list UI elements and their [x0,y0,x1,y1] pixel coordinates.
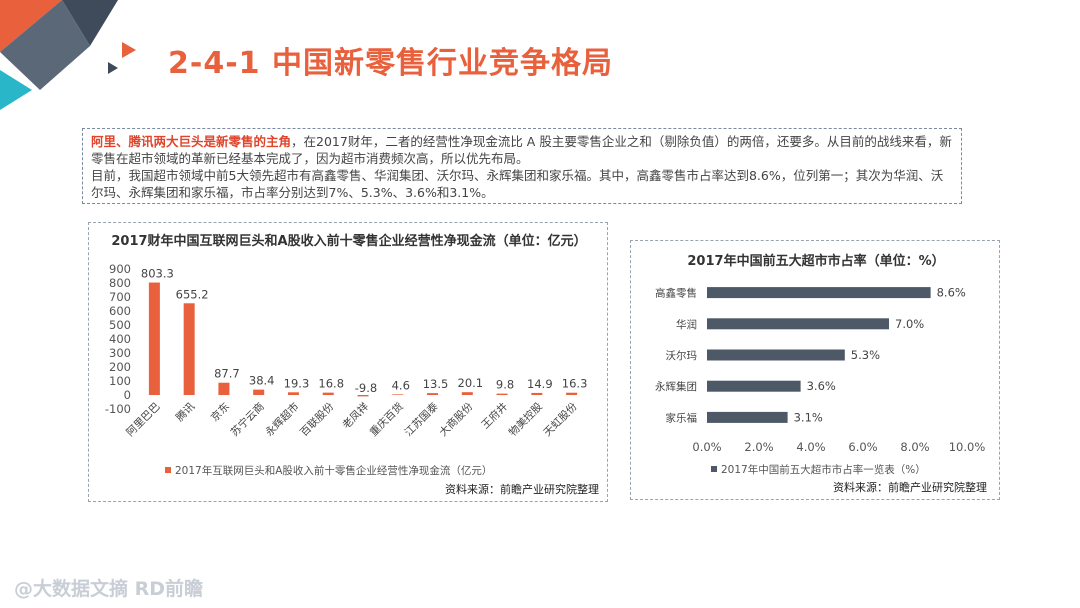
data-label: 38.4 [249,374,275,388]
intro-highlight: 阿里、腾讯两大巨头是新零售的主角 [91,134,292,149]
data-label: 20.1 [458,376,484,390]
y-tick-label: 900 [109,262,131,276]
bar [707,380,801,392]
bar [322,392,334,395]
market-share-chart-panel: 2017年中国前五大超市市占率（单位：%） 高鑫零售 8.6% 华润 7.0% 沃尔玛 5.… [630,240,1000,500]
bar [707,349,845,361]
page-title: 2-4-1 中国新零售行业竞争格局 [168,46,613,81]
data-label: 87.7 [214,367,240,381]
y-tick-label: 700 [109,290,131,304]
legend-label: 2017年互联网巨头和A股收入前十零售企业经营性净现金流（亿元） [175,464,492,477]
data-label: 4.6 [392,378,410,392]
data-label: 8.6% [937,286,966,300]
data-label: 655.2 [176,287,209,301]
category-label: 家乐福 [666,411,698,424]
x-tick-label: 0.0% [692,440,721,454]
category-label: 老凤祥 [340,400,372,432]
y-tick-label: 300 [109,346,131,360]
data-label: 19.3 [284,376,310,390]
cashflow-bar-chart: 2017财年中国互联网巨头和A股收入前十零售企业经营性净现金流（单位：亿元） -1… [105,233,599,496]
y-tick-label: 200 [109,360,131,374]
legend-label: 2017年中国前五大超市市占率一览表（%） [721,463,926,476]
data-label: 5.3% [851,348,880,362]
data-label: 7.0% [895,317,924,331]
source-note: 资料来源：前瞻产业研究院整理 [833,480,987,494]
intro-text-2: 目前，我国超市领域中前5大领先超市有高鑫零售、华润集团、沃尔玛、永辉集团和家乐福… [91,168,944,200]
category-label: 物美控股 [506,400,545,439]
x-tick-label: 10.0% [949,440,986,454]
bar [496,393,508,395]
bar [707,411,788,423]
bar [357,395,369,397]
y-tick-label: 400 [109,332,131,346]
category-label: 重庆百货 [367,400,406,439]
footer-logo: @大数据文摘 RD前瞻 [14,578,204,600]
bar [707,318,889,330]
market-share-bar-chart: 2017年中国前五大超市市占率（单位：%） 高鑫零售 8.6% 华润 7.0% 沃尔玛 5.… [655,253,987,494]
bar [707,287,931,299]
source-note: 资料来源：前瞻产业研究院整理 [445,482,599,496]
category-label: 王府井 [479,400,510,431]
y-tick-label: 100 [109,374,131,388]
y-tick-label: 800 [109,276,131,290]
category-label: 百联股份 [298,400,337,439]
x-tick-label: 2.0% [744,440,773,454]
bar [461,392,473,395]
data-label: 13.5 [423,377,449,391]
cashflow-chart-panel: 2017财年中国互联网巨头和A股收入前十零售企业经营性净现金流（单位：亿元） -1… [88,222,608,502]
y-tick-label: -100 [105,402,131,416]
data-label: 16.8 [318,377,344,391]
bar [253,389,265,395]
category-label: 大商股份 [437,400,476,439]
intro-text-1: ，在2017财年，二者的经营性净现金流比 A 股主要零售企业之和（剔除负值）的两… [91,134,952,166]
bar [566,392,578,395]
category-label: 腾讯 [173,400,197,424]
data-label: 3.1% [794,410,823,424]
category-label: 永辉集团 [655,380,697,393]
y-tick-label: 600 [109,304,131,318]
data-label: 3.6% [807,379,836,393]
data-label: 9.8 [496,378,514,392]
category-label: 华润 [676,318,697,331]
data-label: 803.3 [141,267,174,281]
cashflow-chart-title: 2017财年中国互联网巨头和A股收入前十零售企业经营性净现金流（单位：亿元） [111,233,586,249]
legend-swatch [165,467,171,473]
bar [287,392,299,395]
bar [183,303,195,395]
y-tick-label: 500 [109,318,131,332]
category-label: 高鑫零售 [655,287,697,300]
bar [531,392,543,395]
category-label: 苏宁云商 [228,400,267,439]
x-tick-label: 6.0% [848,440,877,454]
category-label: 江苏国泰 [402,400,441,439]
corner-decoration [0,0,136,110]
y-tick-label: 0 [124,388,131,402]
bar [218,382,230,395]
legend-swatch [711,466,717,472]
category-label: 永辉超市 [263,400,302,439]
data-label: 14.9 [527,377,553,391]
bar [427,393,439,395]
category-label: 京东 [208,400,232,424]
x-tick-label: 4.0% [796,440,825,454]
intro-box: 阿里、腾讯两大巨头是新零售的主角，在2017财年，二者的经营性净现金流比 A 股… [82,128,962,204]
x-tick-label: 8.0% [900,440,929,454]
data-label: 16.3 [562,377,588,391]
bar [148,282,160,395]
category-label: 天虹股份 [542,400,581,439]
bar [392,394,404,395]
market-share-chart-title: 2017年中国前五大超市市占率（单位：%） [687,253,944,269]
category-label: 沃尔玛 [666,349,698,362]
data-label: -9.8 [355,381,377,395]
